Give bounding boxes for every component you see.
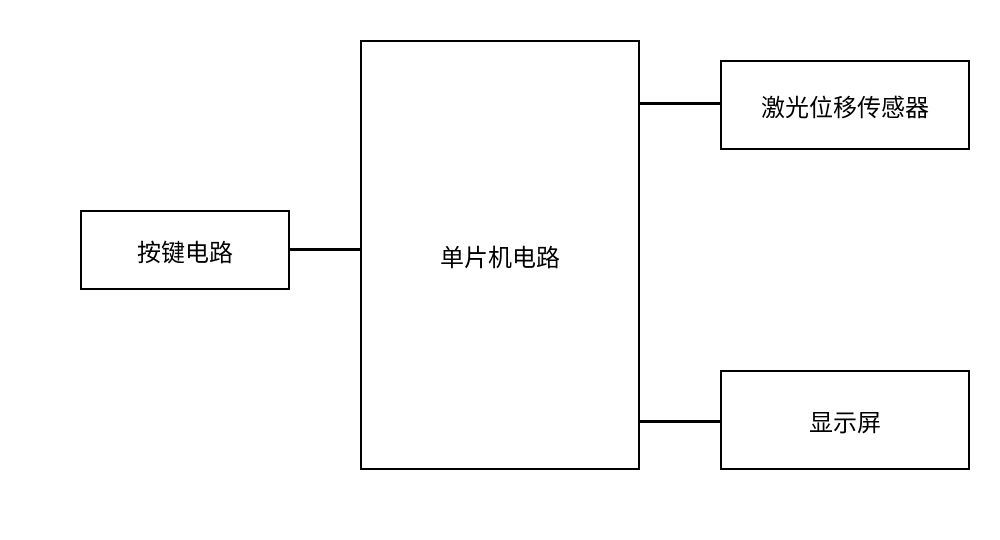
block-diagram: 按键电路 单片机电路 激光位移传感器 显示屏 [0, 0, 1000, 540]
connector-left-to-center [290, 248, 360, 251]
center-box-label: 单片机电路 [440, 238, 560, 273]
left-box-label: 按键电路 [137, 233, 233, 268]
connector-center-to-top-right [640, 102, 720, 105]
bottom-right-box-display: 显示屏 [720, 370, 970, 470]
left-box-button-circuit: 按键电路 [80, 210, 290, 290]
center-box-mcu-circuit: 单片机电路 [360, 40, 640, 470]
connector-center-to-bottom-right [640, 420, 720, 423]
bottom-right-box-label: 显示屏 [809, 403, 881, 438]
top-right-box-laser-sensor: 激光位移传感器 [720, 60, 970, 150]
top-right-box-label: 激光位移传感器 [761, 88, 929, 123]
